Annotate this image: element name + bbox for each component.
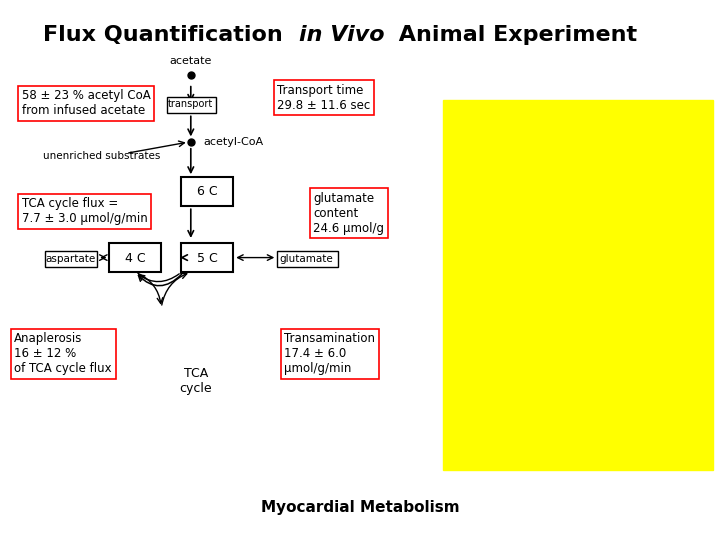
Text: glutamate
content
24.6 μmol/g: glutamate content 24.6 μmol/g <box>313 192 384 235</box>
Text: Transport time
29.8 ± 11.6 sec: Transport time 29.8 ± 11.6 sec <box>277 84 371 112</box>
Bar <box>181 243 233 272</box>
Text: TCA cycle flux =
7.7 ± 3.0 μmol/g/min: TCA cycle flux = 7.7 ± 3.0 μmol/g/min <box>22 197 148 225</box>
Text: Transamination
17.4 ± 6.0
μmol/g/min: Transamination 17.4 ± 6.0 μmol/g/min <box>284 332 375 375</box>
Text: in Vivo: in Vivo <box>299 25 384 45</box>
Bar <box>181 177 233 206</box>
Text: transport: transport <box>168 99 213 109</box>
Text: acetyl-CoA: acetyl-CoA <box>203 137 264 147</box>
Bar <box>277 251 338 267</box>
Text: acetate: acetate <box>170 56 212 66</box>
Text: glutamate: glutamate <box>280 254 333 264</box>
Text: Flux Quantification: Flux Quantification <box>43 25 291 45</box>
Bar <box>109 243 161 272</box>
Text: aspartate: aspartate <box>45 254 96 264</box>
Bar <box>167 97 216 113</box>
Text: 5 C: 5 C <box>197 252 217 265</box>
Text: Anaplerosis
16 ± 12 %
of TCA cycle flux: Anaplerosis 16 ± 12 % of TCA cycle flux <box>14 332 112 375</box>
Bar <box>45 251 97 267</box>
Text: TCA
cycle: TCA cycle <box>179 367 212 395</box>
Text: 58 ± 23 % acetyl CoA
from infused acetate: 58 ± 23 % acetyl CoA from infused acetat… <box>22 89 150 117</box>
Bar <box>443 100 713 470</box>
Text: Myocardial Metabolism: Myocardial Metabolism <box>261 500 459 515</box>
Text: 6 C: 6 C <box>197 185 217 198</box>
Text: unenriched substrates: unenriched substrates <box>43 151 161 160</box>
Text: 4 C: 4 C <box>125 252 145 265</box>
Text: Animal Experiment: Animal Experiment <box>391 25 637 45</box>
